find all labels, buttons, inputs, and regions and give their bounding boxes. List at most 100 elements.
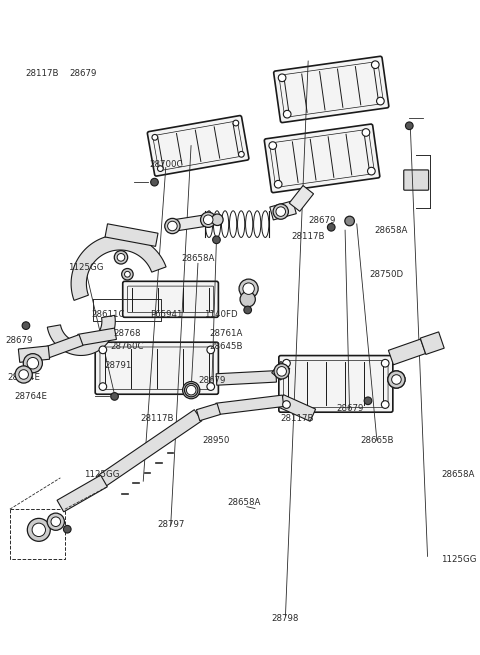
Text: 1140FD: 1140FD — [204, 310, 238, 320]
Text: 28117B: 28117B — [291, 232, 325, 241]
Circle shape — [372, 61, 379, 69]
Circle shape — [212, 214, 223, 225]
Circle shape — [244, 306, 252, 314]
Text: 28117B: 28117B — [280, 414, 313, 423]
Circle shape — [283, 360, 290, 367]
Circle shape — [121, 269, 133, 280]
FancyBboxPatch shape — [404, 170, 429, 190]
Polygon shape — [388, 339, 426, 365]
Polygon shape — [78, 328, 117, 346]
Circle shape — [269, 141, 276, 149]
Polygon shape — [289, 185, 313, 212]
Polygon shape — [420, 332, 444, 354]
Circle shape — [23, 354, 42, 373]
Text: 28760C: 28760C — [110, 342, 144, 351]
Text: 28797: 28797 — [157, 520, 184, 529]
Text: 28679: 28679 — [70, 69, 97, 79]
Polygon shape — [270, 201, 296, 220]
Circle shape — [240, 291, 255, 307]
Circle shape — [63, 525, 71, 533]
FancyBboxPatch shape — [279, 356, 393, 412]
Polygon shape — [45, 335, 83, 358]
Circle shape — [362, 128, 370, 136]
Circle shape — [382, 360, 389, 367]
Circle shape — [377, 97, 384, 105]
Polygon shape — [71, 234, 166, 301]
Circle shape — [275, 180, 282, 188]
Circle shape — [382, 401, 389, 408]
Polygon shape — [57, 475, 108, 512]
Circle shape — [165, 218, 180, 234]
Text: 28658A: 28658A — [228, 498, 261, 508]
Circle shape — [117, 253, 125, 261]
Circle shape — [277, 367, 287, 376]
Circle shape — [19, 369, 28, 379]
Circle shape — [201, 212, 216, 227]
Circle shape — [406, 122, 413, 130]
Circle shape — [186, 385, 196, 395]
Circle shape — [213, 236, 220, 244]
Circle shape — [345, 216, 354, 226]
Circle shape — [239, 279, 258, 298]
Text: 28658A: 28658A — [374, 226, 408, 235]
Circle shape — [124, 271, 130, 277]
Polygon shape — [105, 224, 158, 246]
Text: 28645B: 28645B — [209, 342, 242, 351]
Text: 28750D: 28750D — [369, 270, 403, 279]
Text: 28679: 28679 — [336, 404, 363, 413]
Circle shape — [283, 110, 291, 118]
Polygon shape — [216, 395, 284, 415]
Circle shape — [207, 346, 215, 354]
Circle shape — [51, 517, 60, 527]
Text: 1125GG: 1125GG — [68, 263, 103, 272]
Circle shape — [204, 215, 213, 225]
Circle shape — [243, 283, 254, 294]
Circle shape — [47, 513, 64, 531]
Text: 28611C: 28611C — [92, 310, 125, 320]
Polygon shape — [272, 362, 290, 380]
Text: 28761A: 28761A — [209, 329, 242, 338]
Circle shape — [368, 167, 375, 175]
Circle shape — [27, 358, 38, 369]
FancyBboxPatch shape — [95, 342, 218, 394]
Text: 28665B: 28665B — [360, 436, 394, 445]
Circle shape — [111, 392, 119, 400]
Text: 28658A: 28658A — [181, 254, 215, 263]
Circle shape — [168, 221, 177, 231]
Circle shape — [152, 134, 158, 140]
Text: 28679: 28679 — [5, 335, 33, 345]
Circle shape — [182, 382, 200, 399]
Text: 28117B: 28117B — [140, 414, 174, 423]
FancyBboxPatch shape — [264, 124, 380, 193]
Text: 28679: 28679 — [308, 217, 336, 225]
Circle shape — [392, 375, 401, 384]
Circle shape — [114, 251, 128, 264]
Text: 28768: 28768 — [113, 329, 141, 338]
Text: 28679: 28679 — [198, 376, 226, 385]
Circle shape — [32, 523, 46, 536]
Circle shape — [151, 178, 158, 186]
Circle shape — [239, 151, 244, 157]
Circle shape — [276, 207, 286, 216]
Text: 28117B: 28117B — [25, 69, 59, 79]
Circle shape — [99, 346, 107, 354]
Circle shape — [273, 204, 288, 219]
Text: 28791: 28791 — [104, 361, 132, 369]
Text: 1125GG: 1125GG — [84, 470, 120, 479]
Circle shape — [388, 371, 405, 388]
Text: 28764E: 28764E — [7, 373, 40, 382]
Circle shape — [27, 518, 50, 541]
Circle shape — [274, 364, 289, 379]
Circle shape — [388, 371, 405, 388]
Circle shape — [233, 120, 239, 126]
Circle shape — [283, 401, 290, 408]
FancyBboxPatch shape — [147, 115, 249, 176]
Polygon shape — [216, 371, 276, 385]
Text: 28700C: 28700C — [149, 160, 183, 169]
Circle shape — [327, 223, 335, 231]
Polygon shape — [278, 395, 316, 421]
Circle shape — [15, 366, 32, 383]
Polygon shape — [48, 315, 115, 356]
Polygon shape — [169, 215, 204, 232]
Polygon shape — [18, 346, 49, 362]
